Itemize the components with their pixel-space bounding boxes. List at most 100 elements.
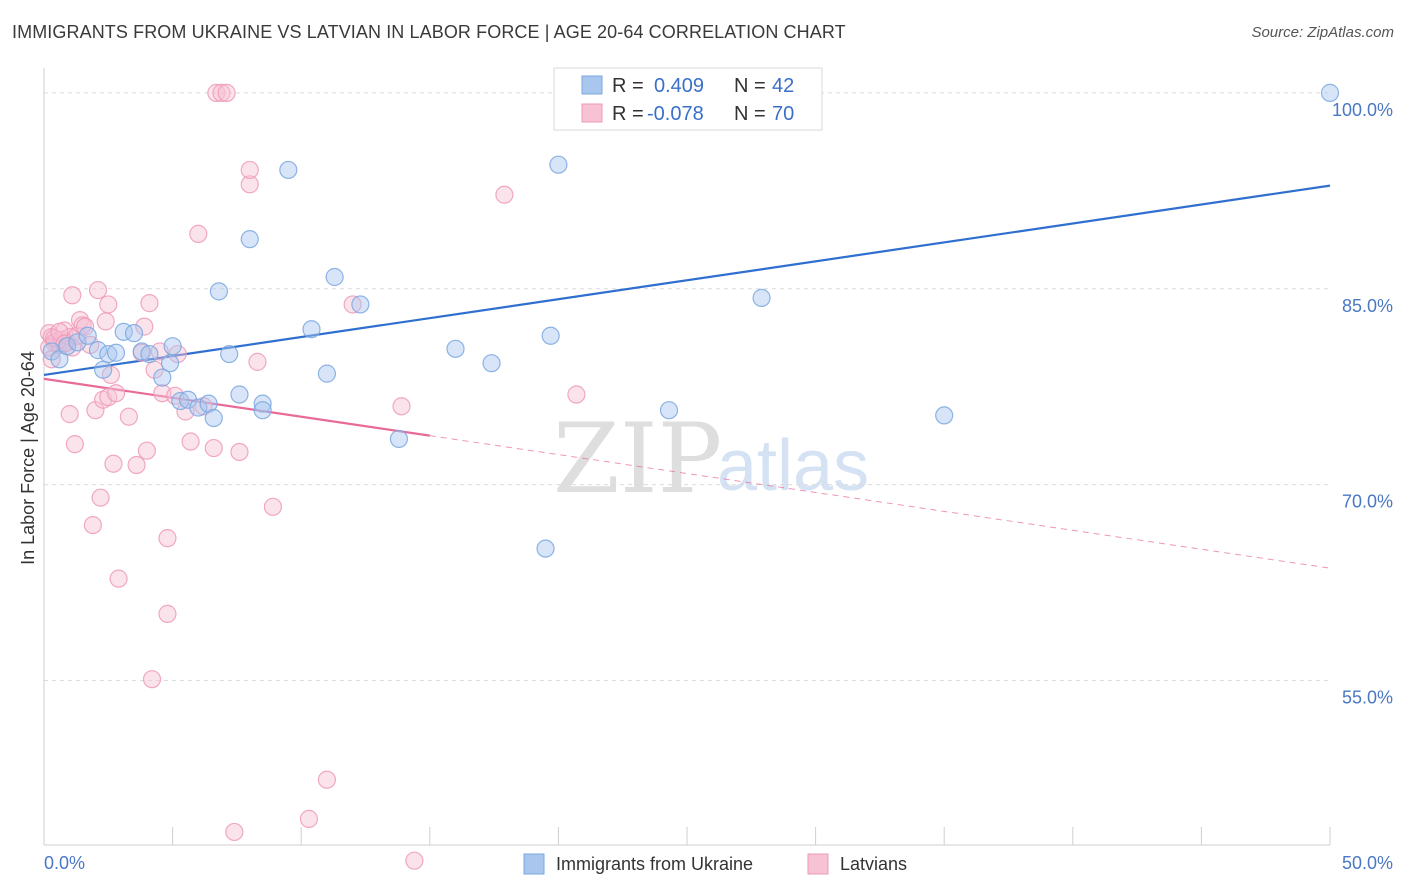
data-point-ukraine [659,401,679,420]
data-point-latvians [142,670,162,689]
data-point-latvians [96,312,115,331]
data-point-latvians [495,185,514,204]
trend-line-solid-0 [43,184,1331,377]
watermark: ZIP atlas [553,403,869,515]
data-point-ukraine [279,160,298,180]
trend-line-dashed-1 [429,435,1331,569]
data-point-ukraine [325,267,344,287]
data-point-latvians [212,83,231,102]
data-point-ukraine [88,341,108,360]
data-point-ukraine [317,364,337,383]
legend-r-label-ukraine: R = [612,75,644,97]
data-point-ukraine [68,333,87,352]
series-label-latvians: Latvians [840,854,907,874]
data-point-latvians [91,488,110,507]
data-point-ukraine [199,394,218,413]
legend-r-value-ukraine: 0.409 [654,75,704,97]
data-point-latvians [99,295,118,314]
data-point-latvians [204,438,223,458]
data-point-ukraine [935,406,954,425]
data-point-ukraine [160,354,180,373]
data-point-ukraine [209,282,228,301]
data-point-ukraine [253,394,272,413]
data-point-ukraine [124,324,144,343]
series-legend: Immigrants from Ukraine Latvians [523,853,907,875]
data-points [40,83,1340,870]
watermark-zip: ZIP [553,403,722,515]
y-tick-label: 55.0% [1342,687,1393,707]
data-point-ukraine [446,339,465,358]
y-tick-label: 100.0% [1332,100,1393,120]
data-point-ukraine [99,344,118,364]
data-point-latvians [392,397,411,416]
data-point-latvians [181,432,200,451]
data-point-ukraine [106,343,126,362]
data-point-latvians [135,317,154,336]
y-tick-label: 85.0% [1342,296,1393,316]
watermark-atlas: atlas [717,426,869,506]
legend-r-value-latvians: -0.078 [647,103,704,125]
series-label-ukraine: Immigrants from Ukraine [556,854,753,874]
data-point-latvians [60,405,79,424]
data-point-ukraine [351,295,370,314]
data-point-latvians [50,322,69,341]
data-point-latvians [83,515,102,535]
data-point-ukraine [140,344,159,364]
series-swatch-latvians [807,853,829,875]
data-point-ukraine [163,337,182,356]
data-point-latvians [88,280,108,300]
legend-n-label-ukraine: N = [734,75,766,97]
data-point-ukraine [253,401,272,420]
data-point-latvians [207,83,226,102]
data-point-ukraine [482,354,501,373]
data-point-latvians [240,175,259,194]
data-point-ukraine [171,391,190,411]
data-point-ukraine [189,398,208,417]
data-point-latvians [240,160,259,180]
data-point-ukraine [302,320,321,339]
data-point-ukraine [78,326,97,345]
chart-title: IMMIGRANTS FROM UKRAINE VS LATVIAN IN LA… [12,22,846,42]
axes: 100.0% 85.0% 70.0% 55.0% 0.0% 50.0% [43,68,1393,873]
data-point-latvians [317,770,337,789]
data-point-latvians [63,286,82,305]
data-point-latvians [567,385,586,404]
legend-n-label-latvians: N = [734,103,766,125]
data-point-latvians [158,604,177,623]
data-point-latvians [405,851,424,870]
data-point-ukraine [536,539,555,558]
data-point-ukraine [94,360,113,379]
data-point-latvians [158,529,177,548]
data-point-ukraine [389,429,409,449]
x-tick-label: 0.0% [44,853,85,873]
stats-legend: R = 0.409 N = 42 R = -0.078 N = 70 [553,67,823,131]
data-point-latvians [42,350,61,369]
data-point-ukraine [240,230,259,249]
data-point-ukraine [220,344,239,364]
data-point-ukraine [58,337,77,356]
legend-n-value-latvians: 70 [772,103,794,125]
data-point-ukraine [204,408,223,428]
data-point-latvians [119,407,138,426]
data-point-ukraine [230,385,249,404]
data-point-latvians [230,442,249,462]
data-point-ukraine [752,288,771,307]
data-point-latvians [137,441,156,460]
data-point-ukraine [549,155,568,174]
y-axis-label: In Labor Force | Age 20-64 [18,351,38,565]
source-label: Source: ZipAtlas.com [1251,24,1394,41]
data-point-ukraine [1320,83,1340,102]
x-tick-label: 50.0% [1342,853,1393,873]
data-point-ukraine [153,368,172,387]
series-swatch-ukraine [523,853,545,875]
data-point-latvians [109,569,128,588]
data-point-latvians [140,294,159,313]
data-point-latvians [343,295,362,314]
data-point-latvians [299,809,319,828]
legend-swatch-ukraine [581,75,603,95]
data-point-latvians [65,435,84,454]
data-point-latvians [104,454,123,473]
data-point-latvians [189,224,208,244]
data-point-latvians [127,455,146,475]
